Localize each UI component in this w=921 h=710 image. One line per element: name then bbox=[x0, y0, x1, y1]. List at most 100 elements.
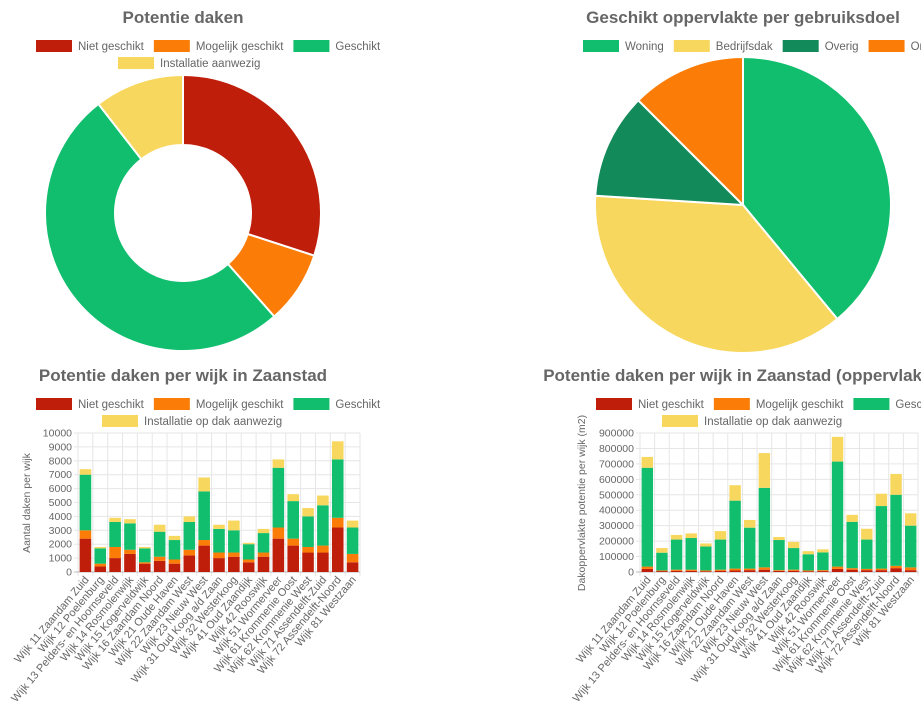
bar-installatie-op-dak-aanwezig[interactable] bbox=[787, 541, 800, 549]
bar-niet-geschikt[interactable] bbox=[744, 570, 756, 572]
bar-mogelijk-geschikt[interactable] bbox=[153, 556, 166, 561]
bar-geschikt[interactable] bbox=[729, 500, 741, 569]
bar-mogelijk-geschikt[interactable] bbox=[802, 570, 814, 572]
bar-installatie-op-dak-aanwezig[interactable] bbox=[700, 543, 712, 547]
bar-mogelijk-geschikt[interactable] bbox=[861, 568, 873, 571]
bar-niet-geschikt[interactable] bbox=[257, 556, 270, 572]
bar-mogelijk-geschikt[interactable] bbox=[773, 570, 785, 571]
bar-geschikt[interactable] bbox=[685, 538, 697, 570]
bar-installatie-op-dak-aanwezig[interactable] bbox=[670, 534, 683, 540]
bar-niet-geschikt[interactable] bbox=[817, 571, 829, 572]
legend-item-geschikt[interactable]: Geschikt bbox=[853, 398, 921, 411]
bar-mogelijk-geschikt[interactable] bbox=[787, 569, 800, 571]
bar-installatie-op-dak-aanwezig[interactable] bbox=[817, 549, 829, 553]
bar-installatie-op-dak-aanwezig[interactable] bbox=[153, 524, 166, 532]
bar-niet-geschikt[interactable] bbox=[109, 558, 121, 572]
bar-geschikt[interactable] bbox=[168, 540, 181, 560]
bar-mogelijk-geschikt[interactable] bbox=[346, 553, 359, 563]
legend-item-niet-geschikt[interactable]: Niet geschikt bbox=[36, 398, 145, 411]
bar-installatie-op-dak-aanwezig[interactable] bbox=[94, 546, 107, 549]
bar-geschikt[interactable] bbox=[213, 528, 225, 553]
bar-installatie-op-dak-aanwezig[interactable] bbox=[744, 519, 756, 528]
bar-niet-geschikt[interactable] bbox=[758, 569, 771, 572]
bar-geschikt[interactable] bbox=[758, 487, 771, 568]
legend-item-installatie-op-dak-aanwezig[interactable]: Installatie op dak aanwezig bbox=[662, 415, 842, 428]
bar-niet-geschikt[interactable] bbox=[302, 552, 314, 572]
bar-installatie-op-dak-aanwezig[interactable] bbox=[302, 508, 314, 517]
bar-installatie-op-dak-aanwezig[interactable] bbox=[346, 520, 359, 528]
bar-geschikt[interactable] bbox=[272, 467, 285, 528]
bar-geschikt[interactable] bbox=[153, 531, 166, 557]
bar-mogelijk-geschikt[interactable] bbox=[139, 562, 151, 564]
bar-mogelijk-geschikt[interactable] bbox=[257, 552, 270, 557]
bar-niet-geschikt[interactable] bbox=[94, 566, 107, 572]
donut-slice-installatie-aanwezig[interactable] bbox=[97, 73, 184, 161]
bar-geschikt[interactable] bbox=[831, 461, 844, 567]
bar-geschikt[interactable] bbox=[287, 501, 299, 539]
bar-geschikt[interactable] bbox=[124, 523, 136, 550]
bar-niet-geschikt[interactable] bbox=[331, 527, 344, 572]
bar-niet-geschikt[interactable] bbox=[346, 562, 359, 572]
bar-geschikt[interactable] bbox=[714, 539, 727, 570]
bar-installatie-op-dak-aanwezig[interactable] bbox=[272, 459, 285, 468]
legend-item-niet-geschikt[interactable]: Niet geschikt bbox=[596, 398, 705, 411]
bar-geschikt[interactable] bbox=[79, 474, 92, 531]
bar-installatie-op-dak-aanwezig[interactable] bbox=[685, 533, 697, 539]
bar-mogelijk-geschikt[interactable] bbox=[817, 570, 829, 572]
bar-installatie-op-dak-aanwezig[interactable] bbox=[287, 494, 299, 502]
bar-geschikt[interactable] bbox=[700, 546, 712, 571]
legend-item-installatie-op-dak-aanwezig[interactable]: Installatie op dak aanwezig bbox=[102, 415, 282, 428]
bar-niet-geschikt[interactable] bbox=[139, 563, 151, 572]
legend-item-installatie-aanwezig[interactable]: Installatie aanwezig bbox=[118, 57, 260, 70]
bar-installatie-op-dak-aanwezig[interactable] bbox=[802, 551, 814, 555]
bar-mogelijk-geschikt[interactable] bbox=[302, 546, 314, 553]
bar-niet-geschikt[interactable] bbox=[213, 558, 225, 572]
bar-mogelijk-geschikt[interactable] bbox=[109, 546, 121, 559]
bar-mogelijk-geschikt[interactable] bbox=[685, 569, 697, 571]
legend-item-mogelijk-geschikt[interactable]: Mogelijk geschikt bbox=[153, 40, 284, 53]
bar-installatie-op-dak-aanwezig[interactable] bbox=[861, 528, 873, 540]
bar-geschikt[interactable] bbox=[890, 494, 902, 566]
bar-installatie-op-dak-aanwezig[interactable] bbox=[139, 546, 151, 549]
bar-geschikt[interactable] bbox=[802, 554, 814, 571]
bar-mogelijk-geschikt[interactable] bbox=[168, 559, 181, 564]
legend-item-mogelijk-geschikt[interactable]: Mogelijk geschikt bbox=[713, 398, 844, 411]
bar-installatie-op-dak-aanwezig[interactable] bbox=[656, 548, 668, 553]
bar-installatie-op-dak-aanwezig[interactable] bbox=[198, 477, 210, 492]
bar-niet-geschikt[interactable] bbox=[124, 553, 136, 572]
bar-geschikt[interactable] bbox=[846, 521, 858, 569]
bar-geschikt[interactable] bbox=[228, 530, 240, 553]
bar-installatie-op-dak-aanwezig[interactable] bbox=[641, 456, 654, 468]
bar-installatie-op-dak-aanwezig[interactable] bbox=[228, 520, 240, 531]
bar-geschikt[interactable] bbox=[257, 533, 270, 553]
bar-installatie-op-dak-aanwezig[interactable] bbox=[758, 453, 771, 488]
donut-slice-niet-geschikt[interactable] bbox=[182, 73, 322, 257]
bar-mogelijk-geschikt[interactable] bbox=[124, 549, 136, 554]
bar-geschikt[interactable] bbox=[744, 527, 756, 569]
bar-mogelijk-geschikt[interactable] bbox=[714, 569, 727, 571]
bar-installatie-op-dak-aanwezig[interactable] bbox=[846, 514, 858, 522]
bar-geschikt[interactable] bbox=[787, 548, 800, 570]
bar-mogelijk-geschikt[interactable] bbox=[744, 568, 756, 571]
bar-niet-geschikt[interactable] bbox=[198, 545, 210, 572]
bar-mogelijk-geschikt[interactable] bbox=[656, 570, 668, 572]
bar-niet-geschikt[interactable] bbox=[802, 571, 814, 572]
bar-mogelijk-geschikt[interactable] bbox=[94, 563, 107, 567]
bar-niet-geschikt[interactable] bbox=[904, 570, 917, 572]
bar-geschikt[interactable] bbox=[904, 525, 917, 568]
bar-niet-geschikt[interactable] bbox=[242, 562, 255, 572]
bar-niet-geschikt[interactable] bbox=[183, 555, 196, 572]
bar-niet-geschikt[interactable] bbox=[670, 570, 683, 572]
bar-geschikt[interactable] bbox=[302, 516, 314, 547]
bar-niet-geschikt[interactable] bbox=[831, 568, 844, 572]
bar-mogelijk-geschikt[interactable] bbox=[331, 517, 344, 528]
bar-geschikt[interactable] bbox=[183, 521, 196, 550]
bar-niet-geschikt[interactable] bbox=[656, 571, 668, 572]
bar-installatie-op-dak-aanwezig[interactable] bbox=[331, 441, 344, 460]
bar-niet-geschikt[interactable] bbox=[168, 563, 181, 572]
legend-item-overig[interactable]: Overig bbox=[782, 40, 859, 53]
bar-geschikt[interactable] bbox=[861, 539, 873, 569]
bar-installatie-op-dak-aanwezig[interactable] bbox=[773, 536, 785, 541]
bar-niet-geschikt[interactable] bbox=[714, 570, 727, 572]
bar-niet-geschikt[interactable] bbox=[79, 538, 92, 572]
